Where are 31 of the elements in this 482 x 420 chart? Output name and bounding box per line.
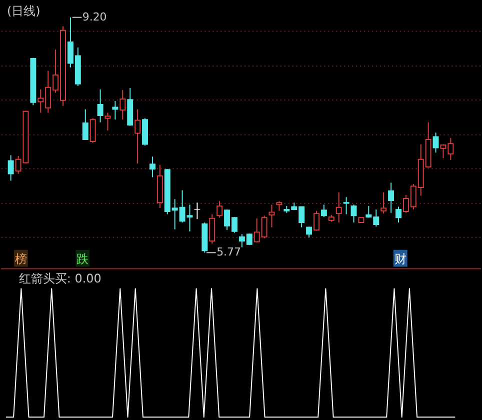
candlestick <box>276 200 282 212</box>
chart-title: (日线) <box>6 4 40 18</box>
candlestick <box>112 100 118 120</box>
candlestick <box>209 214 216 244</box>
candlestick <box>343 196 350 215</box>
annotation: 财 <box>394 252 406 266</box>
candlestick <box>90 118 96 144</box>
candlestick <box>313 210 320 232</box>
candlestick <box>8 154 14 182</box>
candlestick <box>350 204 357 223</box>
chart-title: 红箭头买: 0.00 <box>18 272 102 286</box>
candlestick <box>149 156 156 178</box>
candlestick <box>336 192 342 223</box>
candlestick <box>388 182 394 214</box>
annotation: 跌 <box>76 252 89 266</box>
annotation: 9.20 <box>82 10 107 24</box>
candlestick <box>268 204 275 228</box>
candlestick <box>216 200 223 218</box>
candlestick <box>120 90 126 120</box>
annotation: 5.77 <box>216 246 241 259</box>
candlestick <box>194 202 200 220</box>
candlestick <box>380 192 387 214</box>
candlestick <box>134 108 141 164</box>
candlestick <box>432 132 439 153</box>
candlestick <box>320 204 327 218</box>
candlestick <box>396 206 402 223</box>
candlestick <box>82 108 88 140</box>
candlestick <box>306 226 312 238</box>
annotation: 榜 <box>14 252 27 266</box>
candlestick <box>97 88 104 123</box>
candlestick <box>104 112 111 132</box>
